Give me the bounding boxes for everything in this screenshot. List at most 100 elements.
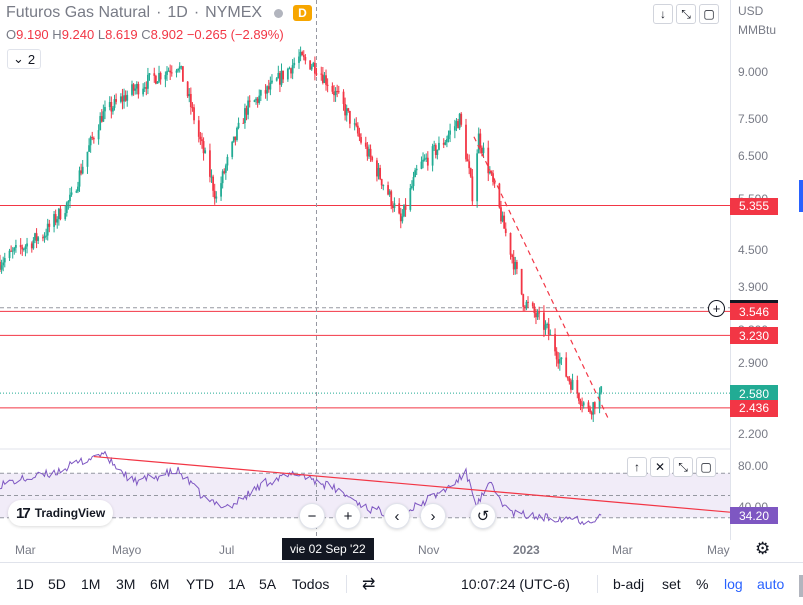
gear-icon[interactable]: ⚙ bbox=[755, 539, 771, 558]
candle-body bbox=[498, 183, 501, 208]
candle-body bbox=[411, 186, 413, 189]
candle-body bbox=[433, 145, 436, 147]
candle-body bbox=[589, 408, 591, 413]
candle-body bbox=[590, 412, 593, 415]
candle-body bbox=[56, 219, 59, 223]
candle-body bbox=[215, 196, 218, 199]
symbol-legend[interactable]: Futuros Gas Natural · 1D · NYMEX D bbox=[6, 4, 312, 22]
scrollbar[interactable] bbox=[799, 575, 803, 597]
candle-body bbox=[3, 258, 6, 263]
candle-body bbox=[401, 216, 404, 222]
candle-body bbox=[391, 205, 394, 209]
candle-body bbox=[134, 88, 137, 91]
chevron-down-icon: ⌄ bbox=[13, 51, 24, 66]
reset-chart-button[interactable]: ↺ bbox=[470, 503, 496, 529]
candle-body bbox=[143, 87, 146, 89]
candle-body bbox=[388, 191, 391, 195]
candle-body bbox=[24, 246, 27, 249]
candle-body bbox=[248, 100, 251, 102]
close-icon[interactable]: ✕ bbox=[650, 457, 670, 477]
range-1d-button[interactable]: 1D bbox=[16, 576, 34, 592]
candle-body bbox=[587, 402, 590, 409]
scroll-right-button[interactable]: › bbox=[420, 503, 446, 529]
candle-body bbox=[436, 149, 439, 155]
clock-time[interactable]: 10:07:24 (UTC-6) bbox=[461, 576, 570, 592]
candle-body bbox=[438, 142, 440, 150]
candle-body bbox=[2, 262, 5, 266]
candle-body bbox=[423, 158, 426, 160]
candle-body bbox=[99, 116, 102, 131]
price-tick: 2.900 bbox=[738, 356, 769, 371]
collapse-icon[interactable]: ⤡ bbox=[676, 4, 696, 24]
currency-label[interactable]: USD bbox=[738, 4, 764, 18]
time-label: May bbox=[707, 543, 730, 557]
zoom-in-button[interactable]: + bbox=[335, 503, 361, 529]
candle-body bbox=[115, 99, 118, 102]
candle-body bbox=[442, 142, 445, 145]
range-3m-button[interactable]: 3M bbox=[116, 576, 136, 592]
candle-body bbox=[460, 113, 463, 125]
candle-body bbox=[97, 130, 100, 140]
date-range-icon[interactable]: ⇄ bbox=[362, 576, 376, 593]
candle-body bbox=[520, 268, 523, 295]
scroll-left-button[interactable]: ‹ bbox=[384, 503, 410, 529]
range-1a-button[interactable]: 1A bbox=[228, 576, 246, 592]
log-toggle[interactable]: log bbox=[724, 576, 743, 592]
candle-body bbox=[293, 62, 296, 66]
low-label: L bbox=[97, 27, 106, 42]
candle-body bbox=[231, 141, 234, 157]
candle-body bbox=[70, 192, 73, 195]
range-ytd-button[interactable]: YTD bbox=[186, 576, 214, 592]
plus-icon: + bbox=[343, 507, 353, 525]
candle-body bbox=[310, 66, 313, 70]
candle-body bbox=[549, 334, 552, 336]
tradingview-logo[interactable]: 17 TradingView bbox=[8, 500, 114, 526]
candle-body bbox=[188, 93, 191, 97]
side-panel-handle[interactable] bbox=[799, 180, 803, 212]
time-axis[interactable]: Mar Mayo Jul Nov 2023 Mar May bbox=[0, 540, 803, 562]
price-label: 2.580 bbox=[730, 385, 778, 403]
candle-body bbox=[321, 74, 324, 83]
range-all-button[interactable]: Todos bbox=[292, 576, 330, 592]
candle-body bbox=[466, 159, 469, 162]
candle-body bbox=[566, 376, 569, 379]
auto-toggle[interactable]: auto bbox=[757, 576, 785, 592]
indicator-toggle-button[interactable]: ⌄ 2 bbox=[7, 49, 42, 69]
candle-body bbox=[546, 323, 549, 325]
price-axis[interactable] bbox=[730, 0, 803, 540]
range-1m-button[interactable]: 1M bbox=[81, 576, 101, 592]
percent-toggle[interactable]: % bbox=[696, 576, 709, 592]
candle-body bbox=[191, 107, 194, 109]
candle-body bbox=[210, 176, 213, 178]
range-6m-button[interactable]: 6M bbox=[150, 576, 170, 592]
candle-body bbox=[266, 86, 269, 94]
candle-body bbox=[304, 57, 307, 61]
candle-body bbox=[212, 176, 215, 191]
candle-body bbox=[78, 170, 81, 187]
chart-area[interactable] bbox=[0, 0, 803, 562]
candle-body bbox=[277, 72, 280, 79]
candle-body bbox=[64, 213, 67, 220]
range-5a-button[interactable]: 5A bbox=[259, 576, 277, 592]
maximize-icon[interactable]: ▢ bbox=[696, 457, 716, 477]
candle-body bbox=[345, 108, 348, 116]
candle-body bbox=[482, 147, 485, 154]
maximize-icon[interactable]: ▢ bbox=[699, 4, 719, 24]
candle-body bbox=[19, 244, 22, 248]
candle-body bbox=[511, 254, 514, 257]
candle-body bbox=[477, 133, 480, 154]
unit-label: MMBtu bbox=[738, 23, 777, 37]
move-up-icon[interactable]: ↑ bbox=[627, 457, 647, 477]
collapse-icon[interactable]: ⤡ bbox=[673, 457, 693, 477]
candle-body bbox=[579, 400, 582, 405]
b-adj-toggle[interactable]: b-adj bbox=[613, 576, 645, 592]
candle-body bbox=[533, 306, 536, 314]
zoom-out-button[interactable]: − bbox=[299, 503, 325, 529]
candle-body bbox=[145, 87, 148, 89]
add-alert-plus-icon[interactable]: + bbox=[708, 299, 725, 317]
range-5d-button[interactable]: 5D bbox=[48, 576, 66, 592]
time-label: Mayo bbox=[112, 543, 142, 557]
session-toggle[interactable]: set bbox=[662, 576, 681, 592]
close-label: C bbox=[141, 27, 151, 42]
move-down-icon[interactable]: ↓ bbox=[653, 4, 673, 24]
